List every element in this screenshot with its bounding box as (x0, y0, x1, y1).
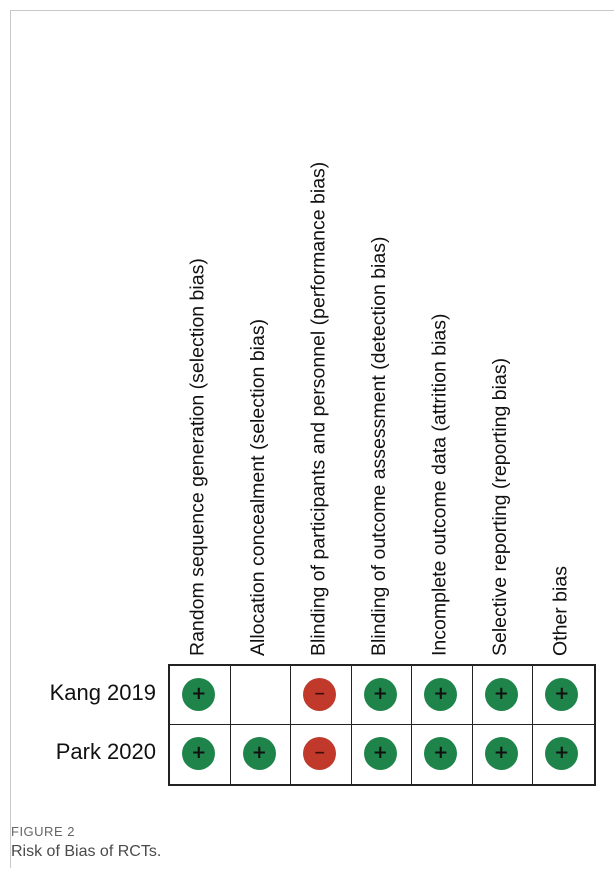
column-header: Blinding of participants and personnel (… (307, 161, 330, 656)
grid-line (229, 666, 231, 784)
high-risk-icon: − (303, 677, 337, 711)
column-header: Allocation concealment (selection bias) (246, 318, 269, 656)
low-risk-icon: + (545, 677, 579, 711)
grid-line (290, 666, 291, 784)
grid-line (411, 666, 412, 784)
figure-caption: Risk of Bias of RCTs. (11, 843, 162, 860)
low-risk-icon: + (484, 677, 518, 711)
low-risk-icon: + (424, 677, 458, 711)
column-header: Selective reporting (reporting bias) (488, 357, 511, 656)
grid-line (350, 666, 352, 784)
column-header: Random sequence generation (selection bi… (186, 258, 209, 656)
column-header: Blinding of outcome assessment (detectio… (367, 236, 390, 656)
study-label: Kang 2019 (49, 680, 156, 705)
figure-label: FIGURE 2 (11, 824, 75, 839)
low-risk-icon: + (182, 736, 216, 770)
low-risk-icon: + (363, 677, 397, 711)
high-risk-icon: − (303, 736, 337, 770)
column-header: Incomplete outcome data (attrition bias) (428, 313, 451, 656)
low-risk-icon: + (484, 736, 518, 770)
low-risk-icon: + (242, 736, 276, 770)
grid-line (532, 666, 533, 784)
low-risk-icon: + (424, 736, 458, 770)
low-risk-icon: + (545, 736, 579, 770)
low-risk-icon: + (182, 677, 216, 711)
grid-line (170, 724, 594, 725)
figure-frame (10, 10, 614, 868)
column-header: Other bias (549, 566, 572, 656)
risk-of-bias-table: + − + + + + + + − + + + + (168, 664, 596, 786)
low-risk-icon: + (363, 736, 397, 770)
grid-line (471, 666, 473, 784)
study-label: Park 2020 (55, 739, 156, 764)
